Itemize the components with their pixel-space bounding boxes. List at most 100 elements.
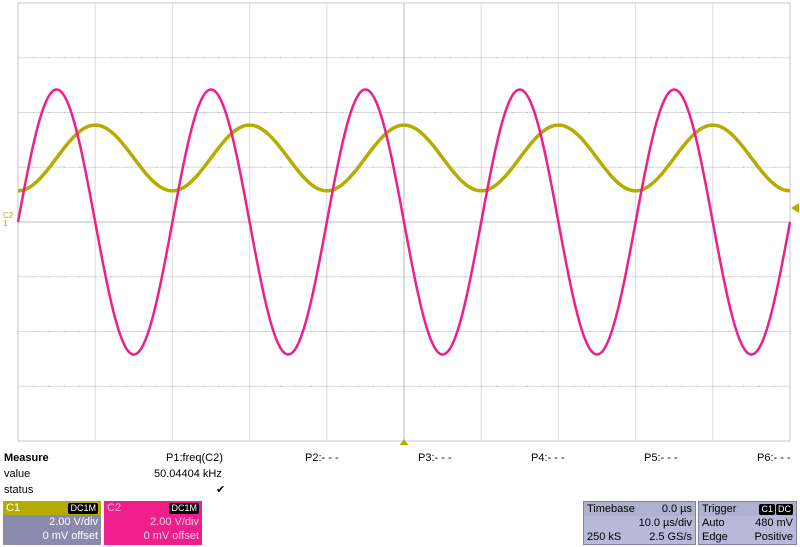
timebase-descriptor[interactable]: Timebase 0.0 µs 10.0 µs/div 250 kS 2.5 G… [583, 501, 696, 545]
waveform-display[interactable]: C2 1 [0, 0, 800, 445]
param-p6-name[interactable]: P6:- - - [757, 452, 791, 464]
c1-volts-per-div: 2.00 V/div [49, 516, 98, 528]
grid-minor-dot [17, 112, 19, 113]
grid-minor-dot [310, 276, 312, 278]
trigger-source-badge: C1 [759, 503, 775, 515]
grid-minor-dot [588, 57, 590, 59]
c2-volts-per-div: 2.00 V/div [150, 516, 199, 528]
param-p5-name[interactable]: P5:- - - [644, 452, 678, 464]
trigger-slope: Positive [754, 531, 793, 543]
grid-minor-dot [789, 57, 791, 59]
grid-minor-dot [264, 57, 266, 59]
grid-minor-dot [79, 276, 81, 278]
trigger-descriptor[interactable]: Trigger C1 DC Auto 480 mV Edge Positive [698, 501, 797, 545]
grid-minor-dot [650, 331, 652, 332]
grid-minor-dot [79, 112, 81, 113]
grid-minor-dot [465, 385, 467, 387]
grid-minor-dot [187, 166, 189, 168]
grid-minor-dot [696, 221, 698, 223]
grid-minor-dot [388, 166, 390, 168]
grid-minor-dot [32, 276, 34, 278]
grid-minor-dot [758, 221, 760, 223]
trigger-type: Edge [702, 531, 728, 543]
c2-ground-marker-label[interactable]: C2 [3, 211, 14, 220]
grid-minor-dot [326, 385, 328, 387]
grid-minor-dot [233, 331, 235, 332]
grid-minor-dot [650, 57, 652, 59]
measure-value-label: value [4, 468, 31, 480]
grid-minor-dot [511, 276, 513, 278]
timebase-delay: 0.0 µs [661, 503, 692, 515]
grid-minor-dot [32, 112, 34, 113]
grid-minor-dot [310, 166, 312, 168]
param-p2-name[interactable]: P2:- - - [305, 452, 339, 464]
grid-minor-dot [264, 166, 266, 168]
grid-minor-dot [418, 385, 420, 387]
grid-minor-dot [650, 166, 652, 168]
grid-minor-dot [233, 276, 235, 278]
timebase-samples: 250 kS [587, 531, 622, 543]
grid-minor-dot [496, 385, 498, 387]
grid-minor-dot [187, 57, 189, 59]
grid-minor-dot [202, 331, 204, 332]
grid-minor-dot [681, 221, 683, 223]
grid-minor-dot [125, 276, 127, 278]
timebase-title: Timebase [587, 503, 635, 515]
grid-minor-dot [48, 385, 50, 387]
grid-minor-dot [94, 276, 96, 278]
grid-minor-dot [48, 221, 50, 223]
grid-minor-dot [310, 385, 312, 387]
c2-waveform [16, 88, 792, 356]
grid-minor-dot [32, 221, 34, 223]
grid-minor-dot [249, 112, 251, 113]
grid-minor-dot [156, 385, 158, 387]
param-p1-name[interactable]: P1:freq(C2) [166, 452, 223, 464]
grid-minor-dot [511, 221, 513, 223]
grid-minor-dot [527, 166, 529, 168]
grid-minor-dot [696, 385, 698, 387]
grid-minor-dot [218, 385, 220, 387]
grid-minor-dot [202, 112, 204, 113]
grid-minor-dot [279, 112, 281, 113]
grid-minor-dot [712, 331, 714, 332]
trigger-position-marker[interactable] [399, 439, 409, 445]
channel-c2-descriptor[interactable]: C2 DC1M 2.00 V/div 0 mV offset [104, 501, 202, 545]
grid-minor-dot [357, 112, 359, 113]
param-p3-name[interactable]: P3:- - - [418, 452, 452, 464]
grid-minor-dot [279, 57, 281, 59]
grid-minor-dot [341, 331, 343, 332]
grid-minor-dot [171, 331, 173, 332]
grid-minor-dot [681, 331, 683, 332]
grid-minor-dot [218, 112, 220, 113]
grid-minor-dot [141, 112, 143, 113]
grid-minor-dot [171, 166, 173, 168]
grid-minor-dot [17, 385, 19, 387]
grid-minor-dot [48, 276, 50, 278]
grid-minor-dot [156, 166, 158, 168]
grid-minor-dot [326, 166, 328, 168]
grid-minor-dot [635, 331, 637, 332]
grid-minor-dot [789, 112, 791, 113]
grid-minor-dot [79, 57, 81, 59]
grid-minor-dot [310, 221, 312, 223]
trigger-level-marker[interactable] [791, 203, 799, 213]
grid-minor-dot [63, 331, 65, 332]
grid-minor-dot [727, 221, 729, 223]
grid-minor-dot [789, 331, 791, 332]
grid-minor-dot [712, 385, 714, 387]
grid-minor-dot [403, 112, 405, 113]
grid-minor-dot [542, 112, 544, 113]
grid-minor-dot [635, 166, 637, 168]
grid-minor-dot [743, 385, 745, 387]
grid-minor-dot [326, 276, 328, 278]
grid-minor-dot [63, 276, 65, 278]
grid-minor-dot [727, 112, 729, 113]
grid-minor-dot [156, 112, 158, 113]
grid-minor-dot [156, 57, 158, 59]
c1-ground-marker-label[interactable]: 1 [3, 219, 8, 228]
channel-c1-descriptor[interactable]: C1 DC1M 2.00 V/div 0 mV offset [3, 501, 101, 545]
grid-minor-dot [496, 221, 498, 223]
grid-minor-dot [542, 57, 544, 59]
param-p4-name[interactable]: P4:- - - [531, 452, 565, 464]
grid-minor-dot [758, 331, 760, 332]
